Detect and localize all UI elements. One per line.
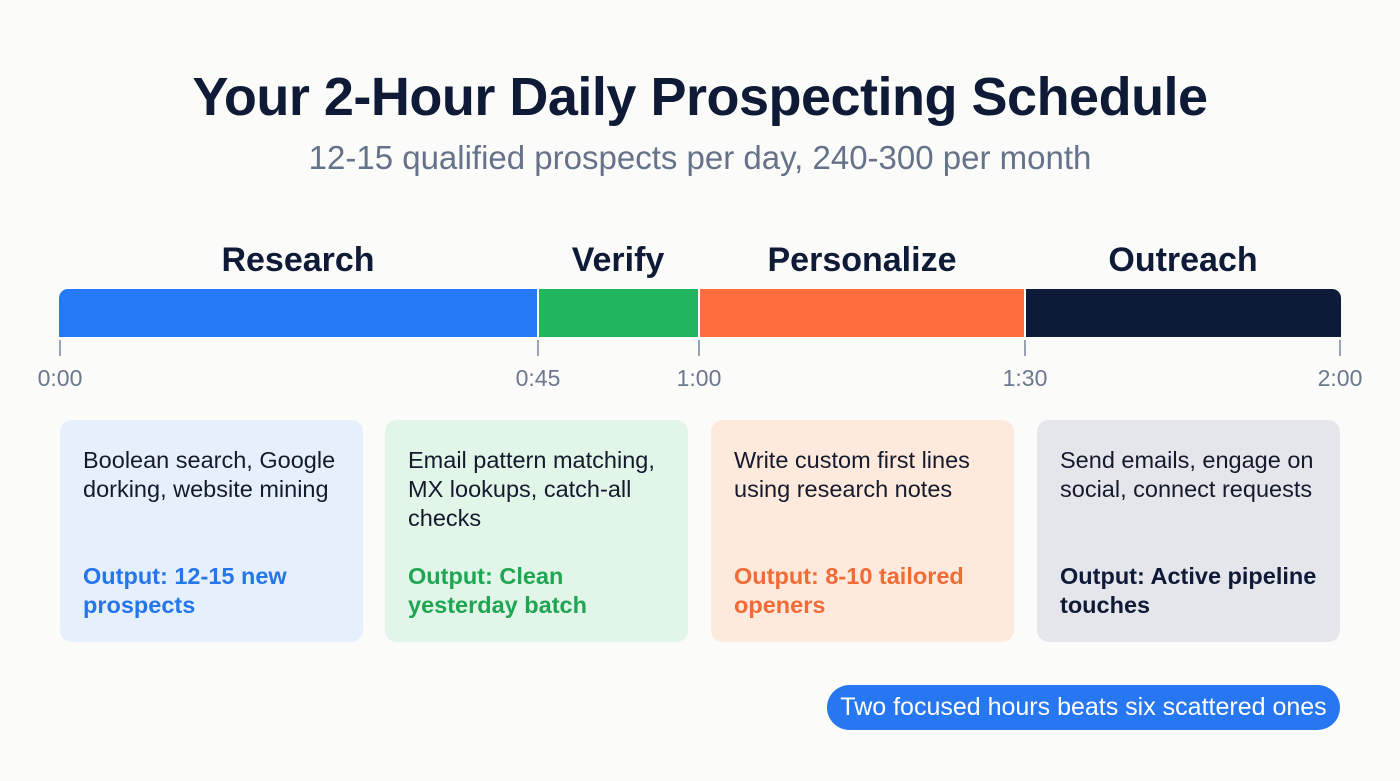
timeline-bar — [59, 289, 1341, 337]
tick-mark — [537, 340, 539, 356]
card-personalize: Write custom first lines using research … — [711, 420, 1014, 642]
phase-label-research: Research — [221, 241, 375, 279]
card-research: Boolean search, Google dorking, website … — [60, 420, 363, 642]
card-output: Output: Clean yesterday batch — [408, 563, 587, 618]
card-description: Send emails, engage on social, connect r… — [1060, 447, 1314, 502]
segment-verify — [539, 289, 698, 337]
time-label-start: 0:00 — [37, 365, 83, 391]
page-subtitle: 12-15 qualified prospects per day, 240-3… — [308, 139, 1092, 176]
card-description: Email pattern matching, MX lookups, catc… — [408, 447, 655, 531]
card-description: Boolean search, Google dorking, website … — [83, 447, 336, 502]
tick-mark — [698, 340, 700, 356]
tagline-badge: Two focused hours beats six scattered on… — [827, 685, 1340, 730]
card-output: Output: 8-10 tailored openers — [734, 563, 964, 618]
card-outreach: Send emails, engage on social, connect r… — [1037, 420, 1340, 642]
time-label-1-30: 1:30 — [1002, 365, 1048, 391]
phase-label-verify: Verify — [571, 241, 665, 279]
page-title: Your 2-Hour Daily Prospecting Schedule — [192, 67, 1208, 127]
time-label-1-00: 1:00 — [676, 365, 722, 391]
card-output: Output: Active pipeline touches — [1060, 563, 1317, 618]
card-output: Output: 12-15 new prospects — [83, 563, 287, 618]
tick-mark — [59, 340, 61, 356]
time-label-end: 2:00 — [1317, 365, 1363, 391]
tick-mark — [1024, 340, 1026, 356]
card-description: Write custom first lines using research … — [734, 447, 970, 502]
time-label-0-45: 0:45 — [515, 365, 561, 391]
segment-research — [59, 289, 537, 337]
card-verify: Email pattern matching, MX lookups, catc… — [385, 420, 688, 642]
segment-personalize — [700, 289, 1024, 337]
phase-label-personalize: Personalize — [767, 241, 957, 279]
segment-outreach — [1026, 289, 1341, 337]
phase-label-outreach: Outreach — [1108, 241, 1258, 279]
tick-mark — [1339, 340, 1341, 356]
